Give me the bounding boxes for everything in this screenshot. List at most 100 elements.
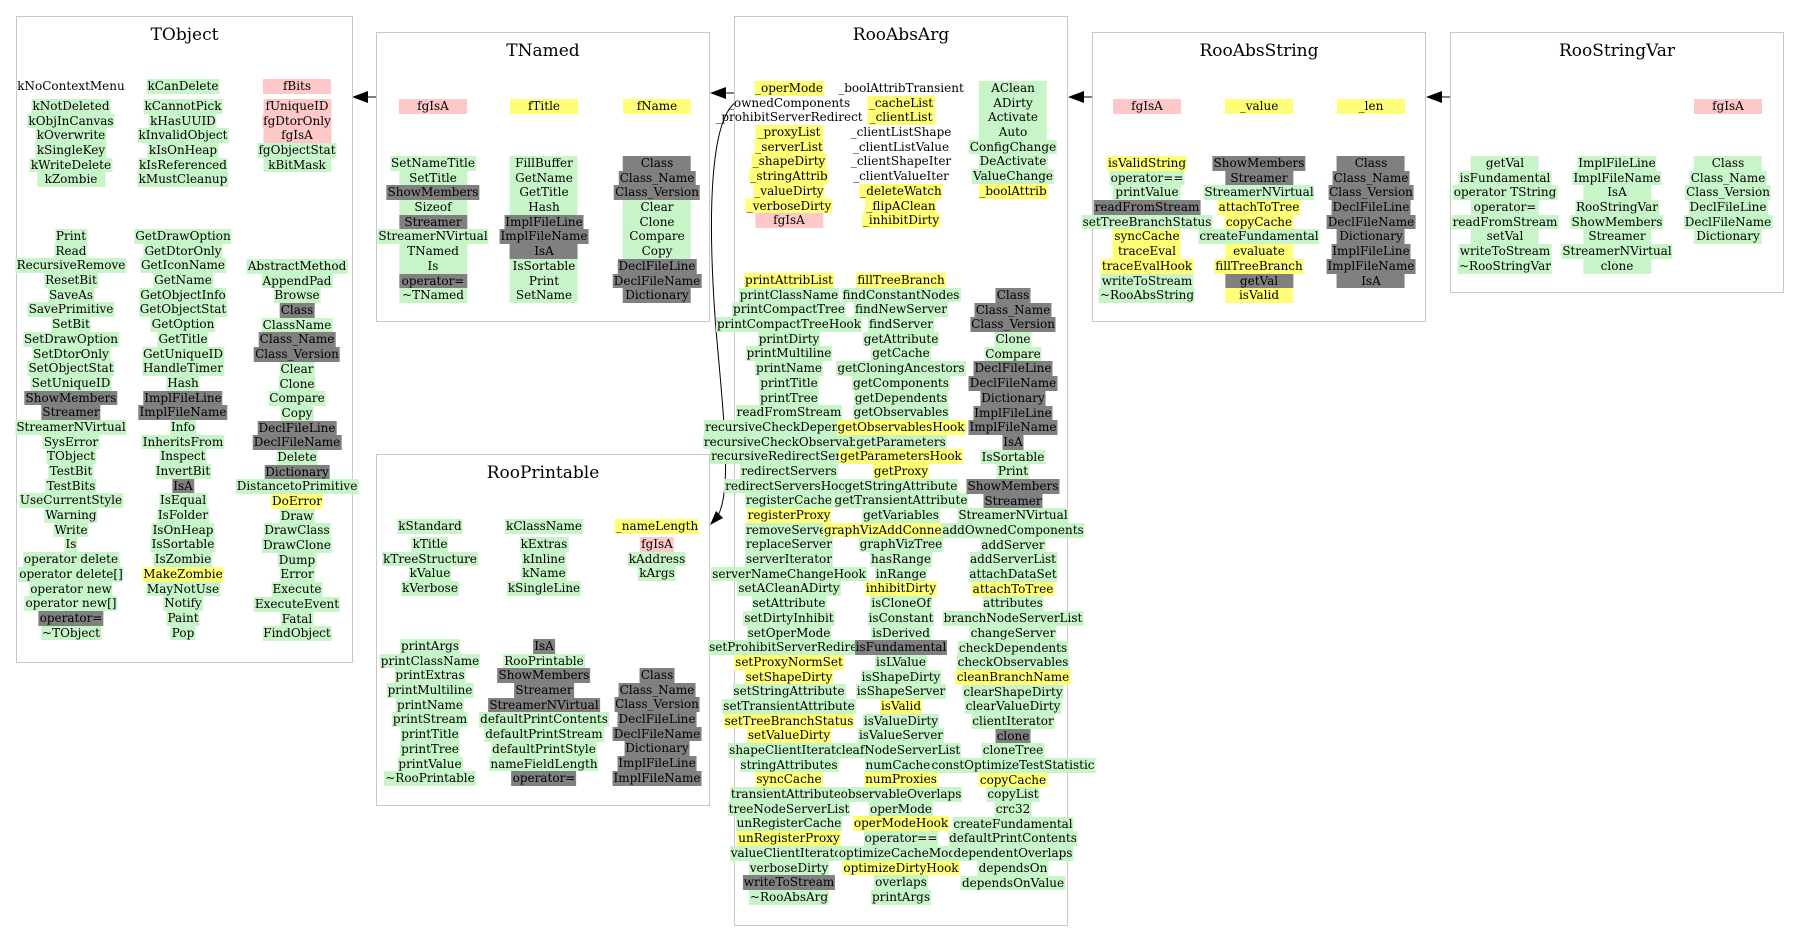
member-item: fUniqueID <box>263 99 331 114</box>
member-item: setTransientAttribute <box>722 698 856 714</box>
member-item: isDerived <box>871 625 931 641</box>
member-item: fgIsA <box>263 128 331 144</box>
member-item: setTreeBranchStatus <box>1081 214 1213 230</box>
member-item: isConstant <box>867 610 935 626</box>
member-column: fBits <box>263 79 331 94</box>
member-item: getParameters <box>855 434 947 450</box>
member-item: nameFieldLength <box>489 756 599 772</box>
member-column: kClassName <box>505 519 583 534</box>
member-item: printExtras <box>394 668 466 684</box>
member-item: fgObjectStat <box>257 143 337 158</box>
class-box-rooabsarg: RooAbsArg _operMode _ownedComponents _prohi… <box>702 16 1096 926</box>
member-item: Sizeof <box>398 200 467 215</box>
member-item: traceEvalHook <box>1100 258 1194 274</box>
member-item: kBitMask <box>263 157 331 173</box>
member-item: _inhibitDirty <box>861 213 941 228</box>
member-item: kTreeStructure <box>382 551 478 567</box>
member-item: Dictionary <box>264 464 330 480</box>
member-item: kName <box>521 566 567 582</box>
member-item: GetName <box>153 273 213 288</box>
member-item: checkDependents <box>957 640 1069 656</box>
member-item: defaultPrintContents <box>479 712 609 728</box>
member-column: fgIsA kAddress kArgs <box>627 537 687 582</box>
member-item: IsSortable <box>980 449 1046 465</box>
member-item: overlaps <box>874 875 928 890</box>
member-item: kZombie <box>36 172 105 188</box>
member-item: ImplFileLine <box>1577 156 1657 171</box>
member-item: ~TObject <box>41 625 101 641</box>
member-item: DeclFileName <box>968 376 1058 391</box>
member-item: GetTitle <box>509 185 578 201</box>
member-item: writeToStream <box>1458 244 1552 259</box>
member-item: fgIsA <box>399 99 467 114</box>
member-item: shapeClientIterator <box>728 743 850 758</box>
member-column: fgIsA <box>1694 99 1762 114</box>
member-item: numCaches <box>864 757 938 773</box>
member-item: DoError <box>270 494 324 509</box>
member-item: Hash <box>509 200 578 215</box>
member-item: printValue <box>397 756 463 772</box>
member-item: Activate <box>979 110 1047 126</box>
class-title: TNamed <box>506 41 580 61</box>
member-item: setOperMode <box>746 625 832 641</box>
member-item: readFromStream <box>1451 214 1559 230</box>
member-item: RooStringVar <box>1575 200 1659 215</box>
member-column: getVal isFundamental operator TString opera… <box>1451 156 1559 274</box>
member-column: _operMode _ownedComponents _prohibitServer… <box>714 81 863 228</box>
member-item: redirectServers <box>740 463 838 479</box>
member-item: Print <box>509 273 578 289</box>
member-column: fgIsA <box>399 99 467 114</box>
member-item: printDirty <box>757 331 821 347</box>
member-item: setValueDirty <box>746 728 832 743</box>
member-item: fgIsA <box>1694 99 1762 114</box>
member-item: attachDataSet <box>968 567 1058 582</box>
member-column: _len <box>1337 99 1405 114</box>
member-item: getDependents <box>853 390 949 406</box>
member-item: kInline <box>521 551 567 567</box>
member-item: _nameLength <box>614 519 700 534</box>
member-column: fgIsA <box>1113 99 1181 114</box>
member-column: AbstractMethod AppendPad Browse Class ClassN… <box>235 259 359 641</box>
member-item: isCloneOf <box>870 596 932 611</box>
member-item: writeToStream <box>1100 273 1194 289</box>
member-item: DeclFileLine <box>1688 200 1768 215</box>
member-column: _nameLength <box>614 519 700 534</box>
member-column: kNoContextMenu <box>16 79 126 94</box>
member-item: getObservablesHook <box>836 419 966 435</box>
member-item: stringAttributes <box>739 757 839 773</box>
member-item: printArgs <box>870 889 932 905</box>
member-item: SetNameTitle <box>390 156 476 171</box>
member-item: Class_Name <box>974 302 1052 318</box>
member-item: graphVizTree <box>858 537 944 553</box>
member-item: operator delete <box>22 552 120 567</box>
class-box-rooabsstring: RooAbsString fgIsA _value _len isValidString… <box>1081 32 1426 322</box>
member-item: printClassName <box>379 653 481 669</box>
member-item: AppendPad <box>261 273 333 289</box>
member-item: AClean <box>979 81 1047 96</box>
member-column: Print Read RecursiveRemove ResetBit SaveAs Sa… <box>15 229 127 641</box>
member-item: hasRange <box>869 552 933 567</box>
class-title: RooPrintable <box>486 463 600 483</box>
member-item: IsA <box>1336 273 1405 289</box>
member-item: kSingleKey <box>35 143 107 158</box>
member-item: printCompactTreeHook <box>715 317 863 332</box>
member-item: _shapeDirty <box>751 154 827 170</box>
member-column: Class Class_Name Class_Version DeclFileLine… <box>1326 156 1416 289</box>
member-item: branchNodeServerList <box>942 611 1084 626</box>
member-item: Class_Version <box>614 185 700 201</box>
class-box-roostringvar: RooStringVar fgIsA getVal isFundamental oper… <box>1450 32 1784 293</box>
member-item: _serverList <box>754 139 824 155</box>
member-item: GetObjectInfo <box>139 287 227 303</box>
member-item: isShapeDirty <box>860 669 942 685</box>
member-item: serverIterator <box>745 552 833 567</box>
member-item: operator delete[] <box>18 566 124 582</box>
member-item: Print <box>54 229 88 244</box>
member-item: SetObjectStat <box>27 361 115 376</box>
member-item: ExecuteEvent <box>253 596 341 612</box>
member-item: ShowMembers <box>1570 214 1664 230</box>
member-item: fillTreeBranch <box>856 273 946 288</box>
member-item: getObservables <box>852 405 950 420</box>
member-item: kHasUUID <box>148 113 217 129</box>
member-item: clearShapeDirty <box>962 684 1064 700</box>
member-item: GetOption <box>150 317 216 332</box>
